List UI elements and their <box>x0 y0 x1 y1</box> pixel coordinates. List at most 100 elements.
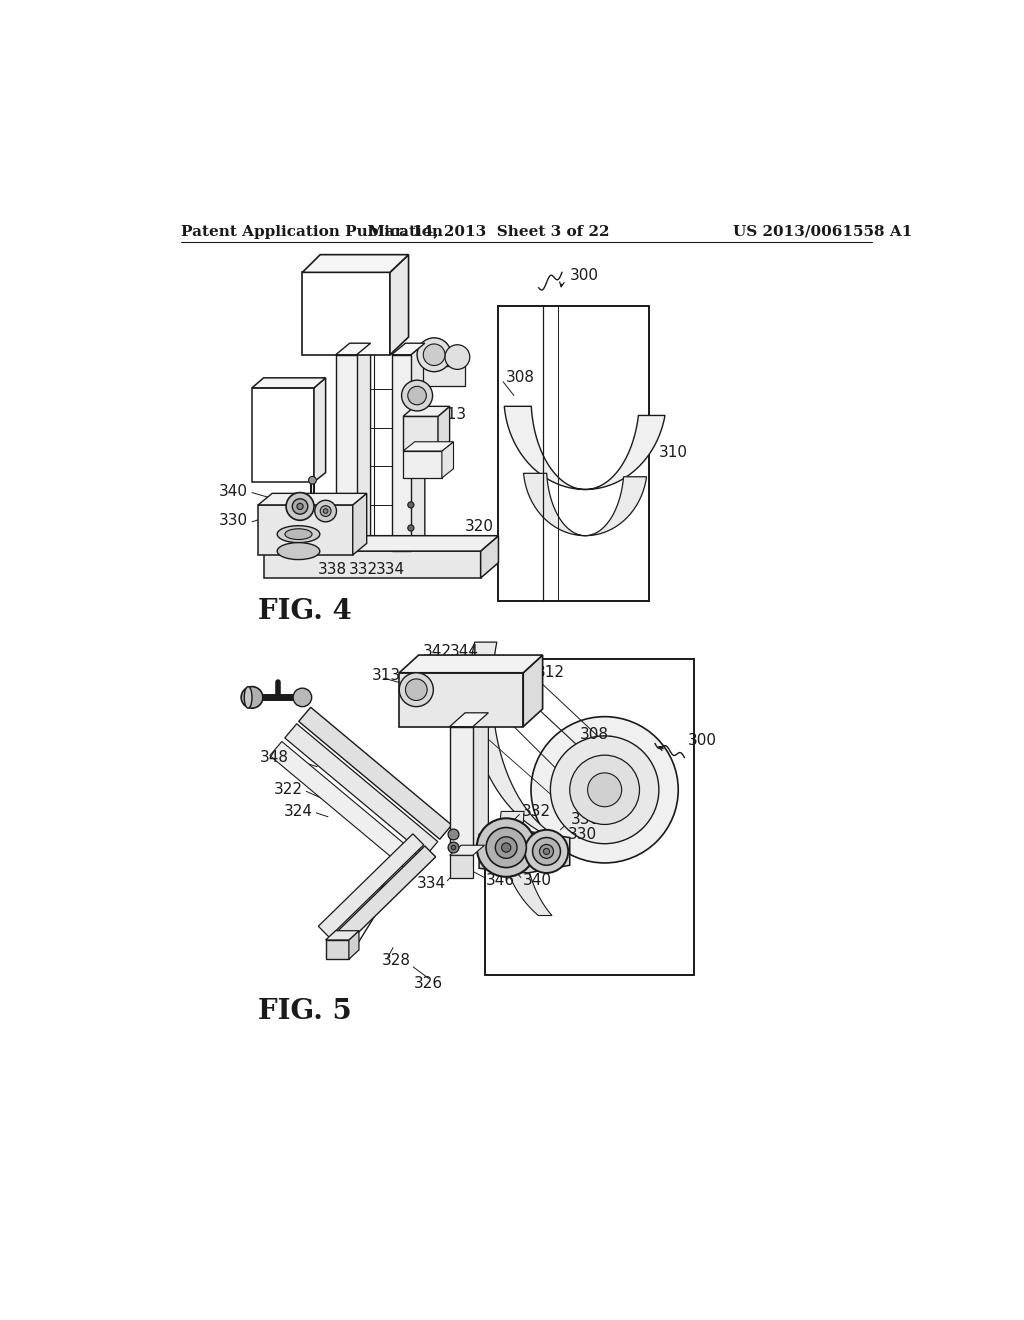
Circle shape <box>531 717 678 863</box>
Circle shape <box>308 477 316 484</box>
Text: 340: 340 <box>523 873 552 888</box>
Polygon shape <box>479 832 569 873</box>
Polygon shape <box>399 673 523 726</box>
Circle shape <box>399 673 433 706</box>
Text: 334: 334 <box>376 562 406 577</box>
Text: 313: 313 <box>372 668 401 684</box>
Circle shape <box>286 492 314 520</box>
Polygon shape <box>390 255 409 355</box>
Circle shape <box>417 338 452 372</box>
Polygon shape <box>326 931 359 940</box>
Polygon shape <box>423 360 469 367</box>
Text: 328: 328 <box>382 953 412 969</box>
Text: 330: 330 <box>219 512 248 528</box>
Text: 310: 310 <box>658 445 688 461</box>
Circle shape <box>588 774 622 807</box>
Text: 308: 308 <box>506 371 535 385</box>
Polygon shape <box>302 272 390 355</box>
Polygon shape <box>399 655 543 673</box>
Text: 348: 348 <box>260 750 289 766</box>
Polygon shape <box>391 343 425 355</box>
Polygon shape <box>411 343 425 552</box>
Polygon shape <box>504 407 665 490</box>
Polygon shape <box>336 355 356 552</box>
Polygon shape <box>356 343 371 552</box>
Polygon shape <box>349 931 359 960</box>
Polygon shape <box>263 552 480 578</box>
Text: 338: 338 <box>317 562 347 577</box>
Circle shape <box>406 678 427 701</box>
Polygon shape <box>352 494 367 554</box>
Text: 332: 332 <box>349 562 378 577</box>
Text: 346: 346 <box>486 873 515 888</box>
Circle shape <box>502 843 511 853</box>
Circle shape <box>486 828 526 867</box>
Text: 326: 326 <box>414 977 443 991</box>
Polygon shape <box>480 536 499 578</box>
Ellipse shape <box>278 525 319 543</box>
Polygon shape <box>469 642 556 836</box>
Polygon shape <box>302 255 409 272</box>
Text: 320: 320 <box>465 519 495 535</box>
Text: 340: 340 <box>219 483 248 499</box>
Polygon shape <box>403 451 442 478</box>
Circle shape <box>408 525 414 531</box>
Circle shape <box>532 837 560 866</box>
Polygon shape <box>331 846 435 949</box>
Circle shape <box>401 380 432 411</box>
Circle shape <box>449 842 459 853</box>
Text: 330: 330 <box>568 826 597 842</box>
Ellipse shape <box>285 529 312 540</box>
Circle shape <box>524 830 568 873</box>
Text: 336: 336 <box>571 812 600 826</box>
Circle shape <box>423 345 445 366</box>
Circle shape <box>241 686 263 708</box>
Polygon shape <box>450 855 473 878</box>
Text: 300: 300 <box>687 733 717 748</box>
Circle shape <box>550 737 658 843</box>
Polygon shape <box>403 442 454 451</box>
Text: 332: 332 <box>521 804 551 818</box>
Polygon shape <box>258 506 352 554</box>
Text: 322: 322 <box>273 783 302 797</box>
Circle shape <box>314 500 337 521</box>
Circle shape <box>496 837 517 858</box>
Circle shape <box>324 508 328 513</box>
Text: FIG. 5: FIG. 5 <box>258 998 352 1026</box>
Polygon shape <box>258 494 367 506</box>
Polygon shape <box>299 708 452 840</box>
Ellipse shape <box>245 686 252 708</box>
Text: 308: 308 <box>580 727 608 742</box>
Circle shape <box>569 755 640 825</box>
Text: US 2013/0061558 A1: US 2013/0061558 A1 <box>733 224 912 239</box>
Polygon shape <box>326 940 349 960</box>
Text: Mar. 14, 2013  Sheet 3 of 22: Mar. 14, 2013 Sheet 3 of 22 <box>369 224 610 239</box>
Polygon shape <box>450 726 473 851</box>
Polygon shape <box>450 845 484 855</box>
Circle shape <box>540 845 554 858</box>
Text: 342: 342 <box>423 644 452 659</box>
Circle shape <box>292 499 308 515</box>
Polygon shape <box>450 713 488 726</box>
Text: Patent Application Publication: Patent Application Publication <box>180 224 442 239</box>
Polygon shape <box>270 742 423 874</box>
Polygon shape <box>473 713 488 851</box>
Polygon shape <box>391 355 411 552</box>
Circle shape <box>449 829 459 840</box>
Text: 313: 313 <box>438 407 467 421</box>
Polygon shape <box>336 343 371 355</box>
Text: 324: 324 <box>284 804 312 818</box>
Polygon shape <box>318 834 424 937</box>
Text: 312: 312 <box>536 665 564 680</box>
Polygon shape <box>314 378 326 482</box>
Circle shape <box>477 818 536 876</box>
Polygon shape <box>403 407 450 416</box>
Text: 344: 344 <box>450 644 478 659</box>
Circle shape <box>452 845 456 850</box>
Polygon shape <box>263 536 499 552</box>
Text: FIG. 4: FIG. 4 <box>258 598 352 624</box>
Circle shape <box>321 506 331 516</box>
Polygon shape <box>252 388 314 482</box>
Circle shape <box>408 387 426 405</box>
Polygon shape <box>285 723 438 855</box>
